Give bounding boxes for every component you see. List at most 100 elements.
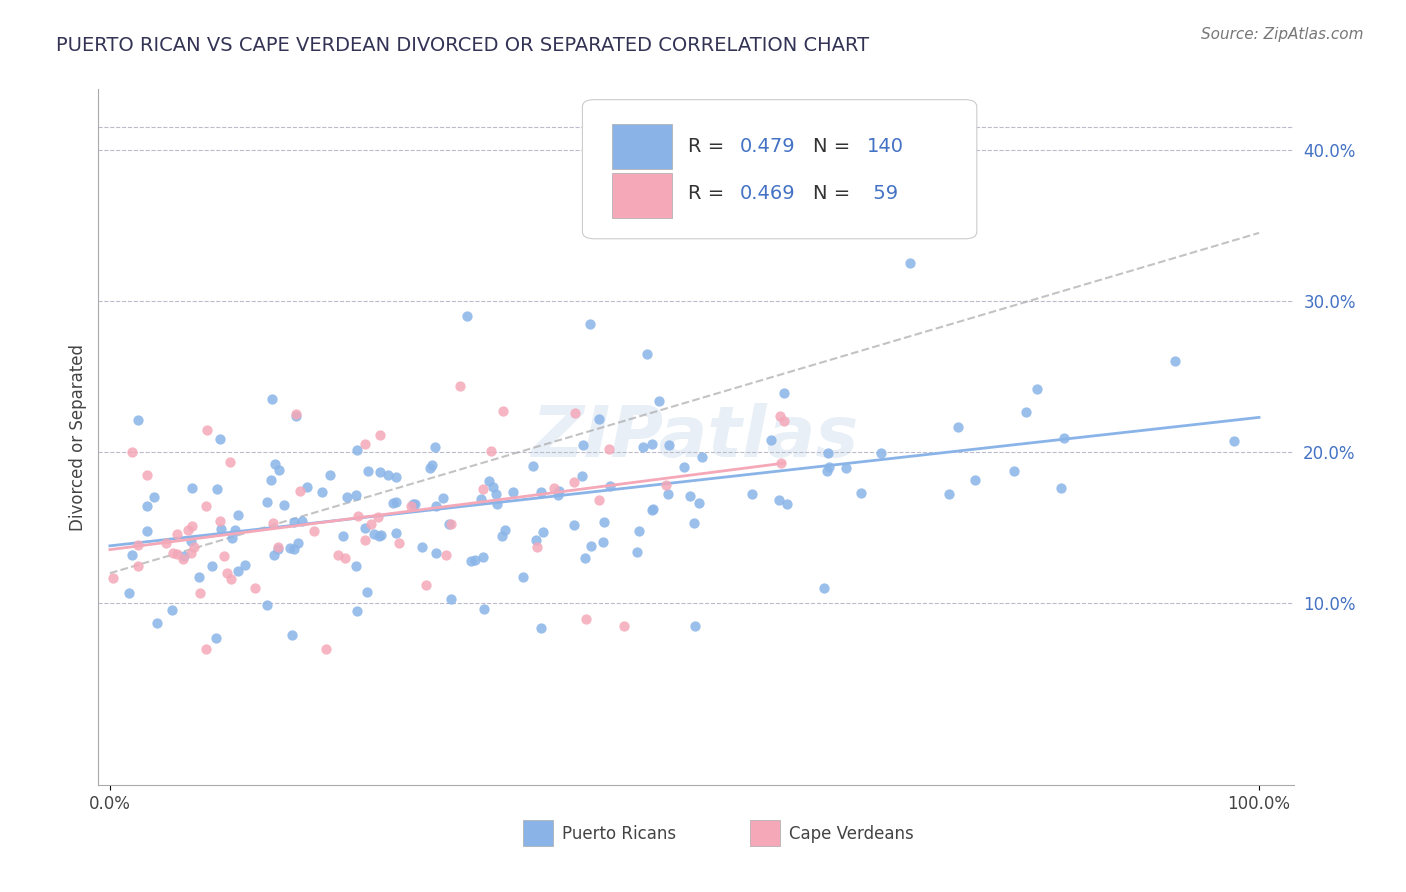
Point bbox=[1164, 354, 1187, 368]
Point bbox=[280, 627, 302, 641]
Point bbox=[381, 496, 404, 510]
Point bbox=[208, 432, 231, 446]
Point bbox=[492, 403, 515, 417]
Text: 59: 59 bbox=[868, 184, 898, 203]
Point bbox=[287, 535, 309, 549]
Point bbox=[263, 548, 285, 562]
Point bbox=[870, 445, 893, 459]
Point bbox=[233, 558, 256, 572]
Point bbox=[411, 540, 433, 554]
Point bbox=[769, 409, 792, 423]
Point bbox=[217, 566, 239, 581]
Point bbox=[588, 492, 610, 507]
Point bbox=[326, 548, 349, 562]
Point bbox=[1222, 434, 1244, 449]
Point bbox=[280, 541, 302, 555]
Point bbox=[267, 541, 290, 556]
Point bbox=[180, 481, 202, 495]
Point bbox=[256, 494, 278, 508]
Point bbox=[332, 529, 354, 543]
Point bbox=[672, 460, 695, 475]
Point bbox=[404, 496, 426, 510]
Point bbox=[183, 541, 205, 555]
Point bbox=[571, 468, 593, 483]
Point bbox=[494, 523, 516, 537]
Point bbox=[360, 516, 382, 531]
Point bbox=[245, 582, 267, 596]
Point bbox=[592, 535, 614, 549]
Point bbox=[297, 480, 319, 494]
Point bbox=[267, 540, 290, 554]
Point bbox=[319, 468, 342, 483]
Point bbox=[683, 516, 706, 530]
Point bbox=[759, 433, 782, 447]
Point bbox=[356, 585, 378, 599]
Point bbox=[218, 455, 240, 469]
Point bbox=[741, 486, 763, 500]
Point bbox=[127, 558, 149, 573]
Point bbox=[384, 495, 406, 509]
Point bbox=[209, 522, 232, 536]
Text: 0.479: 0.479 bbox=[740, 136, 796, 156]
Point bbox=[432, 491, 454, 505]
Point bbox=[471, 550, 494, 565]
Point bbox=[1050, 481, 1073, 495]
Point bbox=[641, 437, 664, 451]
Point bbox=[121, 548, 143, 562]
Point bbox=[817, 445, 839, 459]
Point bbox=[773, 414, 796, 428]
Point bbox=[938, 486, 960, 500]
Point bbox=[224, 523, 246, 537]
Point bbox=[898, 256, 921, 270]
Point bbox=[368, 529, 391, 543]
Point bbox=[283, 515, 305, 529]
Point bbox=[166, 526, 188, 541]
Point bbox=[1025, 382, 1047, 396]
Point bbox=[127, 538, 149, 552]
Point bbox=[524, 533, 547, 548]
Point bbox=[385, 470, 408, 484]
Point bbox=[818, 459, 841, 474]
Point bbox=[658, 438, 681, 452]
Point bbox=[456, 309, 478, 323]
Point bbox=[354, 521, 377, 535]
Point bbox=[575, 611, 598, 625]
Point bbox=[377, 468, 399, 483]
Point bbox=[101, 571, 124, 585]
Point bbox=[768, 492, 790, 507]
Point bbox=[221, 531, 243, 545]
Point bbox=[354, 437, 377, 451]
Point bbox=[472, 602, 495, 616]
Point bbox=[688, 496, 710, 510]
Point bbox=[773, 385, 796, 400]
Point bbox=[776, 497, 799, 511]
Point bbox=[346, 442, 368, 457]
Point bbox=[135, 499, 157, 513]
Point bbox=[526, 541, 548, 555]
Point bbox=[530, 621, 553, 635]
Point bbox=[439, 517, 461, 532]
Point bbox=[599, 478, 621, 492]
Point bbox=[160, 603, 183, 617]
Point bbox=[948, 420, 970, 434]
FancyBboxPatch shape bbox=[523, 820, 553, 847]
Point bbox=[592, 515, 614, 529]
Point bbox=[512, 570, 534, 584]
Point bbox=[207, 482, 229, 496]
Point bbox=[260, 392, 283, 407]
Point bbox=[172, 552, 194, 566]
Point bbox=[425, 440, 447, 454]
Point bbox=[425, 546, 447, 560]
Point bbox=[347, 508, 370, 523]
Point bbox=[679, 489, 702, 503]
Y-axis label: Divorced or Separated: Divorced or Separated bbox=[69, 343, 87, 531]
Point bbox=[269, 463, 291, 477]
Point bbox=[177, 524, 200, 538]
Text: N =: N = bbox=[813, 184, 856, 203]
Point bbox=[419, 461, 441, 475]
Point bbox=[201, 558, 224, 573]
Point bbox=[166, 547, 188, 561]
Point bbox=[547, 488, 569, 502]
Text: R =: R = bbox=[688, 136, 730, 156]
Point bbox=[368, 427, 391, 442]
